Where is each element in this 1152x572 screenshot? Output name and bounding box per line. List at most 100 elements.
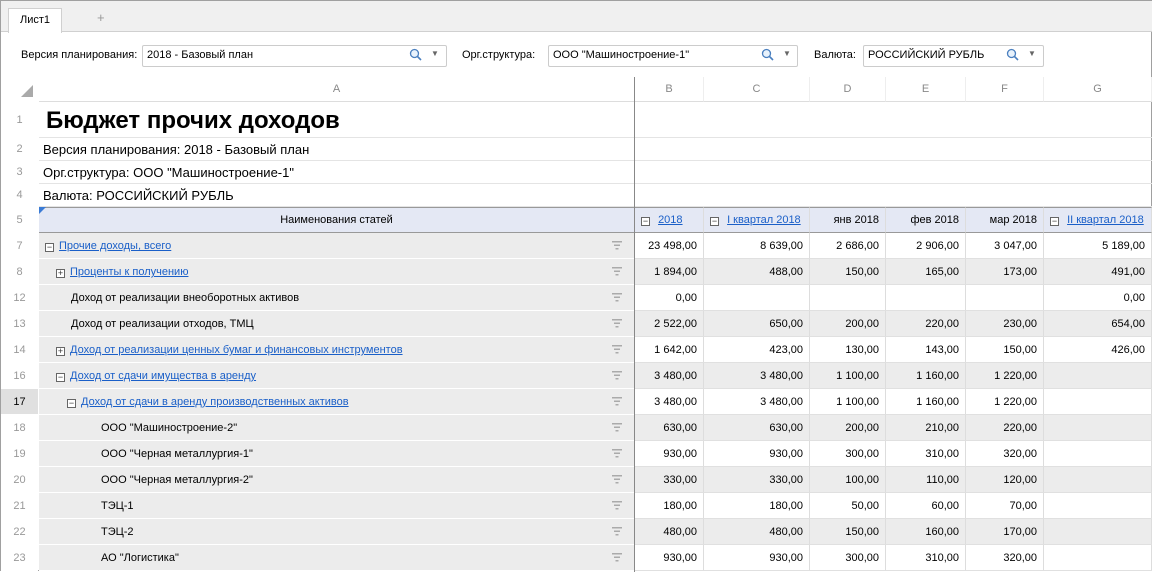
value-cell[interactable]: 310,00 [886,545,966,571]
value-cell[interactable]: 426,00 [1044,337,1152,363]
value-cell[interactable]: 488,00 [704,259,810,285]
value-cell[interactable] [1044,389,1152,415]
org-select[interactable]: ООО "Машиностроение-1" ▼ [548,45,798,67]
collapse-toggle-icon[interactable]: − [710,216,719,226]
value-cell[interactable]: 150,00 [810,259,886,285]
value-cell[interactable]: 0,00 [1044,285,1152,311]
value-cell[interactable]: 220,00 [886,311,966,337]
version-select[interactable]: 2018 - Базовый план ▼ [142,45,447,67]
column-title-label[interactable]: 2018 [658,214,683,226]
value-cell[interactable]: 170,00 [966,519,1044,545]
value-cell[interactable]: 1 642,00 [635,337,704,363]
value-cell[interactable]: 930,00 [635,545,704,571]
value-cell[interactable]: 2 522,00 [635,311,704,337]
filter-icon[interactable] [612,449,622,458]
value-cell[interactable]: 200,00 [810,311,886,337]
value-cell[interactable] [1044,467,1152,493]
value-cell[interactable]: 230,00 [966,311,1044,337]
collapse-toggle-icon[interactable]: − [641,216,650,226]
row-header[interactable]: 17 [1,389,38,415]
search-icon[interactable] [1006,48,1019,61]
value-cell[interactable] [704,285,810,311]
value-cell[interactable]: 120,00 [966,467,1044,493]
row-name-label[interactable]: Доход от реализации ценных бумаг и финан… [70,344,403,356]
value-cell[interactable]: 2 686,00 [810,233,886,259]
value-cell[interactable]: 320,00 [966,441,1044,467]
value-cell[interactable]: 150,00 [966,337,1044,363]
value-cell[interactable]: 173,00 [966,259,1044,285]
value-cell[interactable]: 160,00 [886,519,966,545]
value-cell[interactable]: 300,00 [810,441,886,467]
value-cell[interactable]: 480,00 [704,519,810,545]
row-header[interactable]: 8 [1,259,38,285]
value-cell[interactable]: 320,00 [966,545,1044,571]
search-icon[interactable] [409,48,422,61]
value-cell[interactable]: 23 498,00 [635,233,704,259]
value-cell[interactable] [1044,415,1152,441]
value-cell[interactable]: 930,00 [704,545,810,571]
expand-toggle-icon[interactable]: + [56,346,65,356]
filter-icon[interactable] [612,293,622,302]
value-cell[interactable]: 50,00 [810,493,886,519]
column-title-label[interactable]: II квартал 2018 [1067,214,1144,226]
row-header[interactable]: 13 [1,311,38,337]
value-cell[interactable]: 165,00 [886,259,966,285]
value-cell[interactable]: 300,00 [810,545,886,571]
row-header[interactable]: 3 [1,161,38,184]
value-cell[interactable]: 930,00 [704,441,810,467]
filter-icon[interactable] [612,553,622,562]
value-cell[interactable]: 3 480,00 [704,389,810,415]
value-cell[interactable]: 650,00 [704,311,810,337]
value-cell[interactable]: 8 639,00 [704,233,810,259]
value-cell[interactable]: 143,00 [886,337,966,363]
search-icon[interactable] [761,48,774,61]
value-cell[interactable]: 0,00 [635,285,704,311]
filter-icon[interactable] [612,267,622,276]
value-cell[interactable]: 5 189,00 [1044,233,1152,259]
collapse-toggle-icon[interactable]: − [45,242,54,252]
column-header-e[interactable]: E [886,77,966,102]
value-cell[interactable]: 1 100,00 [810,363,886,389]
value-cell[interactable]: 130,00 [810,337,886,363]
value-cell[interactable]: 150,00 [810,519,886,545]
value-cell[interactable] [1044,363,1152,389]
chevron-down-icon[interactable]: ▼ [431,49,439,58]
filter-icon[interactable] [612,527,622,536]
value-cell[interactable] [1044,493,1152,519]
row-header[interactable]: 18 [1,415,38,441]
filter-icon[interactable] [612,319,622,328]
collapse-toggle-icon[interactable]: − [67,398,76,408]
value-cell[interactable] [810,285,886,311]
value-cell[interactable]: 110,00 [886,467,966,493]
value-cell[interactable]: 3 480,00 [635,389,704,415]
row-header[interactable]: 20 [1,467,38,493]
filter-icon[interactable] [612,501,622,510]
expand-toggle-icon[interactable]: + [56,268,65,278]
row-header[interactable]: 19 [1,441,38,467]
currency-select[interactable]: РОССИЙСКИЙ РУБЛЬ ▼ [863,45,1044,67]
row-header[interactable]: 7 [1,233,38,259]
column-header-f[interactable]: F [966,77,1044,102]
collapse-toggle-icon[interactable]: − [1050,216,1059,226]
value-cell[interactable]: 220,00 [966,415,1044,441]
collapse-toggle-icon[interactable]: − [56,372,65,382]
value-cell[interactable]: 1 894,00 [635,259,704,285]
value-cell[interactable]: 200,00 [810,415,886,441]
column-header-c[interactable]: C [704,77,810,102]
tab-sheet1[interactable]: Лист1 [8,8,62,33]
value-cell[interactable]: 100,00 [810,467,886,493]
filter-icon[interactable] [612,397,622,406]
column-header-d[interactable]: D [810,77,886,102]
value-cell[interactable]: 330,00 [704,467,810,493]
row-header[interactable]: 23 [1,545,38,571]
row-header[interactable]: 2 [1,138,38,161]
row-name-label[interactable]: Доход от сдачи имущества в аренду [70,370,257,382]
row-name-label[interactable]: Проценты к получению [70,266,189,278]
filter-icon[interactable] [612,241,622,250]
value-cell[interactable]: 654,00 [1044,311,1152,337]
value-cell[interactable]: 423,00 [704,337,810,363]
value-cell[interactable] [1044,441,1152,467]
value-cell[interactable]: 1 100,00 [810,389,886,415]
value-cell[interactable]: 1 220,00 [966,363,1044,389]
value-cell[interactable]: 330,00 [635,467,704,493]
